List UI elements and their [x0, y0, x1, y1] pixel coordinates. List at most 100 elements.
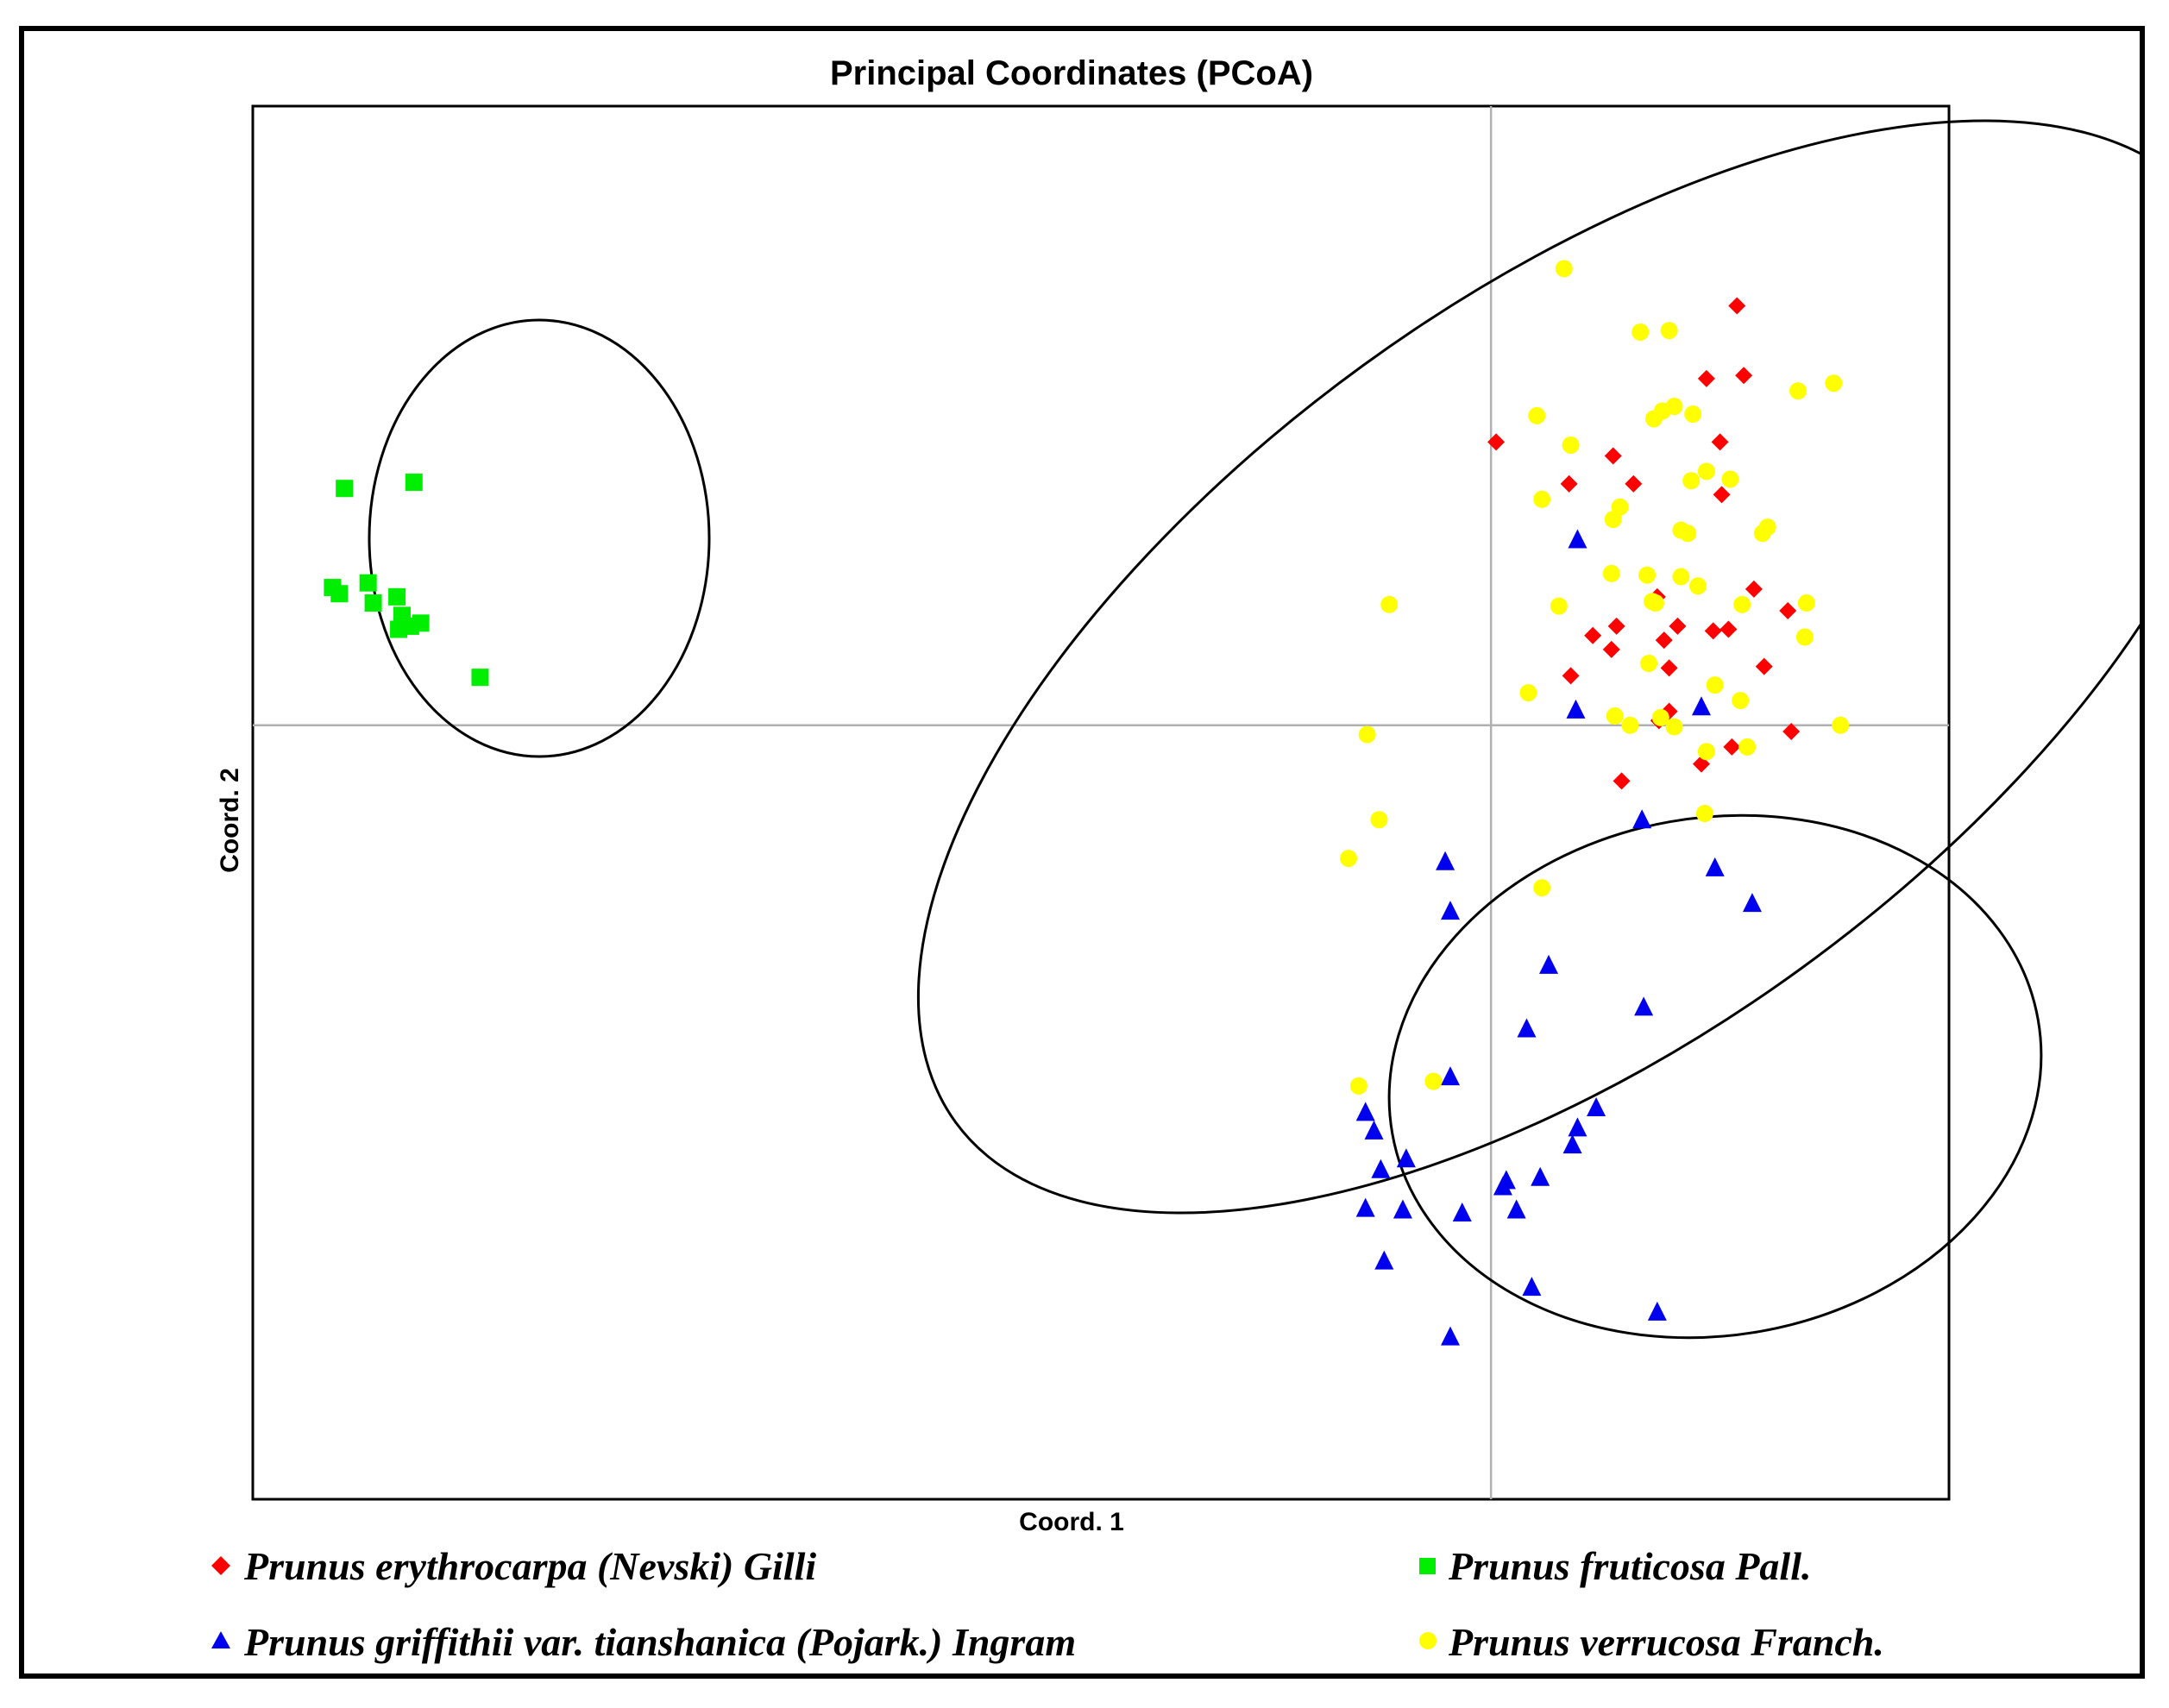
- data-point-circle-3-5: [1665, 398, 1683, 416]
- data-point-circle-3-41: [1832, 716, 1850, 734]
- data-point-circle-3-29: [1797, 594, 1815, 612]
- data-point-circle-3-44: [1370, 811, 1388, 829]
- data-point-circle-3-0: [1555, 260, 1573, 278]
- data-point-triangle-2-19: [1355, 1197, 1375, 1217]
- data-point-diamond-0-3: [1487, 433, 1506, 451]
- legend-item-erythrocarpa: Prunus erythrocarpa (Nevski) Gilli: [211, 1544, 816, 1588]
- data-point-circle-3-6: [1644, 410, 1663, 428]
- data-point-triangle-2-28: [1647, 1301, 1667, 1321]
- legend-marker-triangle-icon: [211, 1631, 230, 1648]
- data-point-circle-3-38: [1665, 718, 1683, 736]
- data-point-triangle-2-14: [1562, 1134, 1582, 1154]
- data-point-circle-3-28: [1733, 595, 1751, 613]
- data-point-circle-3-30: [1795, 628, 1814, 646]
- y-axis-label: Coord. 2: [216, 768, 244, 873]
- figure-frame: Principal Coordinates (PCoA) Coord. 1 Co…: [19, 26, 2145, 1679]
- data-point-circle-3-37: [1651, 708, 1669, 726]
- data-point-circle-3-23: [1672, 568, 1690, 586]
- data-point-circle-3-31: [1640, 655, 1658, 672]
- data-point-triangle-2-7: [1440, 901, 1460, 920]
- chart-title: Principal Coordinates (PCoA): [830, 54, 1313, 92]
- data-point-diamond-0-15: [1755, 657, 1773, 675]
- data-point-circle-3-15: [1721, 470, 1739, 488]
- data-point-circle-3-34: [1732, 692, 1750, 710]
- data-point-circle-3-48: [1349, 1077, 1367, 1095]
- legend-label-erythrocarpa: Prunus erythrocarpa (Nevski) Gilli: [243, 1544, 816, 1588]
- pcoa-chart: Principal Coordinates (PCoA) Coord. 1 Co…: [211, 54, 2140, 1664]
- data-point-triangle-2-29: [1440, 1326, 1460, 1346]
- data-point-circle-3-2: [1660, 322, 1678, 340]
- data-point-circle-3-1: [1631, 323, 1650, 341]
- cluster-ellipse-fruticosa: [368, 318, 711, 758]
- data-point-circle-3-20: [1758, 518, 1776, 537]
- data-point-diamond-0-16: [1584, 626, 1602, 644]
- data-point-triangle-2-15: [1355, 1102, 1375, 1121]
- data-point-triangle-2-17: [1371, 1159, 1391, 1178]
- data-point-triangle-2-13: [1568, 1117, 1587, 1137]
- data-point-diamond-0-22: [1782, 722, 1801, 740]
- data-point-square-1-3: [330, 585, 349, 603]
- data-point-triangle-2-20: [1393, 1199, 1412, 1219]
- data-point-triangle-2-3: [1632, 809, 1652, 829]
- data-point-triangle-2-23: [1493, 1176, 1512, 1196]
- data-point-square-1-0: [405, 474, 423, 492]
- plot-area-border: [251, 104, 1951, 1501]
- data-point-diamond-0-18: [1602, 640, 1620, 658]
- data-point-triangle-2-12: [1587, 1097, 1606, 1117]
- data-point-circle-3-33: [1706, 676, 1724, 694]
- data-point-circle-3-46: [1695, 805, 1713, 823]
- data-point-circle-3-8: [1825, 374, 1843, 392]
- legend-item-griffithii: Prunus griffithii var. tianshanica (Poja…: [211, 1620, 1076, 1664]
- data-point-circle-3-11: [1533, 490, 1551, 508]
- data-point-diamond-0-13: [1655, 631, 1673, 650]
- data-point-circle-3-40: [1738, 738, 1757, 756]
- data-point-triangle-2-1: [1566, 699, 1586, 719]
- data-point-square-1-11: [471, 669, 489, 687]
- data-point-diamond-0-1: [1697, 369, 1715, 387]
- data-point-diamond-0-19: [1719, 620, 1738, 638]
- legend-item-fruticosa: Prunus fruticosa Pall.: [1419, 1544, 1812, 1588]
- data-point-circle-3-26: [1689, 577, 1707, 595]
- cluster-ellipse-erythrocarpa-verrucosa: [916, 119, 2140, 1215]
- legend-label-verrucosa: Prunus verrucosa Franch.: [1448, 1620, 1884, 1664]
- data-point-triangle-2-10: [1517, 1018, 1537, 1038]
- data-point-triangle-2-8: [1539, 954, 1559, 974]
- data-point-diamond-0-2: [1711, 433, 1729, 451]
- data-point-circle-3-45: [1340, 850, 1358, 868]
- data-point-diamond-0-0: [1728, 297, 1746, 315]
- legend: Prunus erythrocarpa (Nevski) Gilli Prunu…: [211, 1544, 1884, 1664]
- data-point-circle-3-10: [1562, 436, 1580, 454]
- data-point-circle-3-39: [1697, 743, 1715, 761]
- data-point-diamond-0-5: [1604, 447, 1622, 465]
- data-point-circle-3-25: [1643, 593, 1661, 611]
- data-point-square-1-5: [364, 594, 382, 612]
- legend-label-fruticosa: Prunus fruticosa Pall.: [1448, 1544, 1812, 1588]
- data-point-circle-3-27: [1550, 597, 1568, 615]
- data-point-diamond-0-27: [1613, 772, 1631, 790]
- data-point-circle-3-14: [1697, 462, 1715, 480]
- data-point-triangle-2-16: [1364, 1120, 1384, 1140]
- data-point-square-1-9: [412, 614, 430, 632]
- data-point-triangle-2-11: [1440, 1066, 1460, 1086]
- data-point-triangle-2-24: [1531, 1166, 1550, 1186]
- data-point-circle-3-32: [1519, 684, 1537, 702]
- data-point-square-1-1: [336, 480, 354, 498]
- data-point-circle-3-36: [1621, 716, 1639, 734]
- data-point-diamond-0-7: [1713, 486, 1731, 504]
- data-point-circle-3-49: [1424, 1072, 1443, 1090]
- data-point-triangle-2-4: [1705, 857, 1725, 876]
- data-point-circle-3-4: [1684, 405, 1702, 424]
- data-point-diamond-0-17: [1607, 617, 1625, 635]
- data-point-circle-3-18: [1679, 524, 1697, 543]
- data-point-triangle-2-9: [1634, 996, 1654, 1016]
- data-points: [324, 260, 1850, 1346]
- data-point-triangle-2-2: [1691, 696, 1711, 716]
- data-point-circle-3-22: [1638, 566, 1657, 584]
- data-point-diamond-0-21: [1779, 601, 1797, 619]
- data-point-square-1-4: [359, 574, 377, 592]
- data-point-triangle-2-27: [1522, 1277, 1542, 1297]
- data-point-diamond-0-8: [1735, 367, 1753, 385]
- legend-marker-circle-icon: [1419, 1632, 1437, 1649]
- legend-label-griffithii: Prunus griffithii var. tianshanica (Poja…: [243, 1620, 1076, 1664]
- legend-marker-square-icon: [1419, 1558, 1436, 1574]
